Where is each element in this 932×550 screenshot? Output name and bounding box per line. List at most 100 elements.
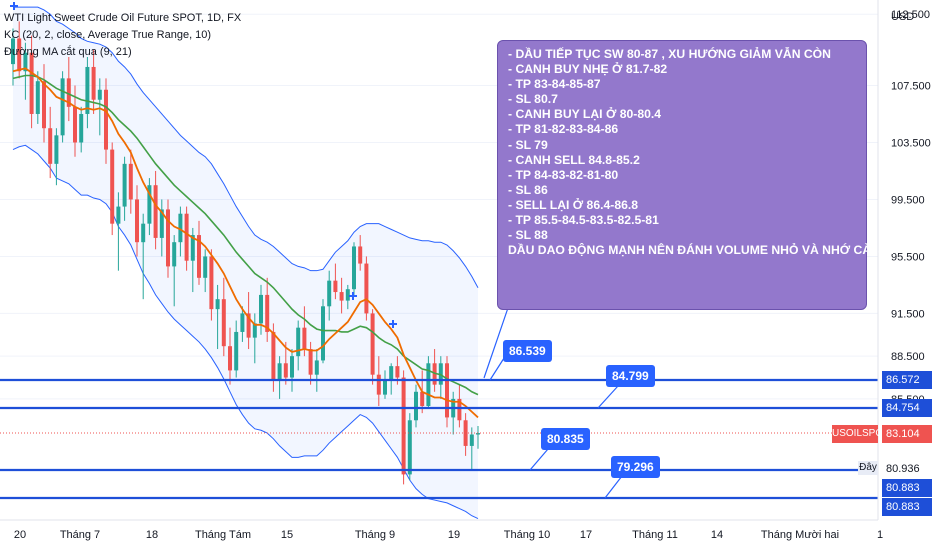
- candle: [383, 370, 387, 399]
- note-line: - CANH BUY NHẸ Ở 81.7-82: [508, 62, 668, 77]
- candle: [476, 425, 480, 449]
- candle-body: [364, 263, 369, 314]
- callout-84799[interactable]: 84.799: [606, 365, 655, 387]
- candle: [333, 263, 338, 300]
- candle-body: [122, 163, 127, 207]
- x-tick-label: 14: [711, 529, 723, 541]
- candle: [122, 156, 127, 221]
- candle-body: [228, 346, 232, 371]
- x-tick-label: Tháng Tám: [195, 529, 251, 541]
- candle-body: [302, 327, 307, 350]
- candle: [234, 320, 239, 378]
- candle: [252, 313, 257, 364]
- candle-body: [11, 38, 15, 65]
- candle-body: [190, 235, 195, 261]
- symbol-tag[interactable]: USOILSPOT: [832, 425, 889, 443]
- cross-marker-icon: [10, 2, 18, 10]
- candle: [54, 128, 59, 186]
- candle: [141, 213, 146, 300]
- candle-body: [104, 89, 108, 150]
- candle-body: [383, 380, 387, 395]
- candle: [66, 56, 71, 122]
- candle: [352, 242, 356, 295]
- candle-body: [23, 52, 28, 72]
- note-line: - TP 84-83-82-81-80: [508, 167, 619, 182]
- candle: [221, 277, 226, 357]
- candle: [364, 256, 369, 321]
- level-tag-80883-a[interactable]: 80.883: [882, 479, 932, 497]
- level-tag-80936[interactable]: 80.936: [882, 460, 932, 478]
- candle-body: [184, 213, 189, 261]
- candle: [79, 106, 84, 153]
- candle-body: [457, 398, 462, 421]
- candle-body: [178, 213, 183, 243]
- candle-body: [240, 313, 245, 332]
- candle: [178, 206, 183, 257]
- level-tag-86572[interactable]: 86.572: [882, 371, 932, 389]
- candle: [339, 277, 344, 314]
- candle: [283, 341, 288, 385]
- candle: [128, 149, 133, 214]
- time-axis[interactable]: 20 Tháng 7 18 Tháng Tám 15 Tháng 9 19 Tháng 10 1…: [0, 519, 883, 541]
- legend-ma-cross[interactable]: Đường MA cắt qua (9, 21): [4, 46, 132, 58]
- candle: [277, 356, 282, 399]
- note-line: - TP 81-82-83-84-86: [508, 122, 619, 137]
- candle-body: [352, 246, 356, 290]
- candle-body: [376, 374, 381, 395]
- candle-body: [389, 366, 394, 381]
- candle: [85, 56, 90, 129]
- x-tick-label: 1: [877, 529, 883, 541]
- currency-label: USD: [891, 11, 914, 23]
- callout-86539[interactable]: 86.539: [503, 340, 552, 362]
- ma-fast-line: [12, 67, 479, 419]
- trade-note[interactable]: - DẦU TIẾP TỤC SW 80-87 , XU HƯỚNG GIẢM …: [497, 40, 894, 310]
- candle-body: [221, 299, 226, 347]
- chart-legend: WTI Light Sweet Crude Oil Future SPOT, 1…: [4, 10, 241, 61]
- candle-body: [265, 294, 270, 332]
- candle: [457, 384, 462, 428]
- candle: [35, 71, 40, 124]
- candle: [345, 284, 350, 310]
- level-tag-80883-b[interactable]: 80.883: [882, 498, 932, 516]
- candle-body: [116, 206, 121, 224]
- candle: [358, 235, 363, 271]
- candle: [17, 21, 22, 79]
- candle: [11, 28, 15, 86]
- callout-79296[interactable]: 79.296: [611, 456, 660, 478]
- legend-keltner[interactable]: KC (20, 2, close, Average True Range, 10…: [4, 29, 212, 41]
- candle: [445, 356, 449, 428]
- y-tick-label: 91.500: [891, 308, 925, 320]
- grid: [0, 13, 878, 400]
- candle-body: [215, 299, 220, 310]
- candle: [228, 327, 232, 385]
- note-line: - TP 83-84-85-87: [508, 77, 601, 92]
- candle: [153, 170, 158, 250]
- candle-body: [54, 135, 59, 164]
- candle-body: [314, 360, 319, 375]
- last-price-tag[interactable]: 83.104: [882, 425, 932, 443]
- note-line: - SL 86: [508, 182, 548, 197]
- candle: [197, 220, 201, 285]
- y-tick-label: 107.500: [891, 80, 931, 92]
- candle: [265, 277, 270, 342]
- callout-80835[interactable]: 80.835: [541, 428, 590, 450]
- y-tick-label: 112.500: [891, 9, 930, 21]
- candle-body: [345, 289, 350, 301]
- candle-body: [197, 235, 201, 278]
- candle: [327, 270, 332, 321]
- legend-symbol[interactable]: WTI Light Sweet Crude Oil Future SPOT, 1…: [4, 12, 242, 24]
- candle: [302, 306, 307, 357]
- candle-body: [97, 89, 102, 100]
- keltner-lower-line: [12, 144, 479, 520]
- candle-body: [277, 363, 282, 381]
- candle-body: [426, 363, 431, 407]
- y-tick-label: 99.500: [891, 194, 925, 206]
- candle: [166, 199, 170, 278]
- horizontal-levels: [0, 378, 878, 500]
- candle: [203, 249, 208, 293]
- candle-body: [290, 356, 294, 378]
- level-tag-84754[interactable]: 84.754: [882, 399, 932, 417]
- candle: [159, 199, 164, 257]
- candle: [209, 249, 214, 321]
- candle-body: [401, 377, 406, 475]
